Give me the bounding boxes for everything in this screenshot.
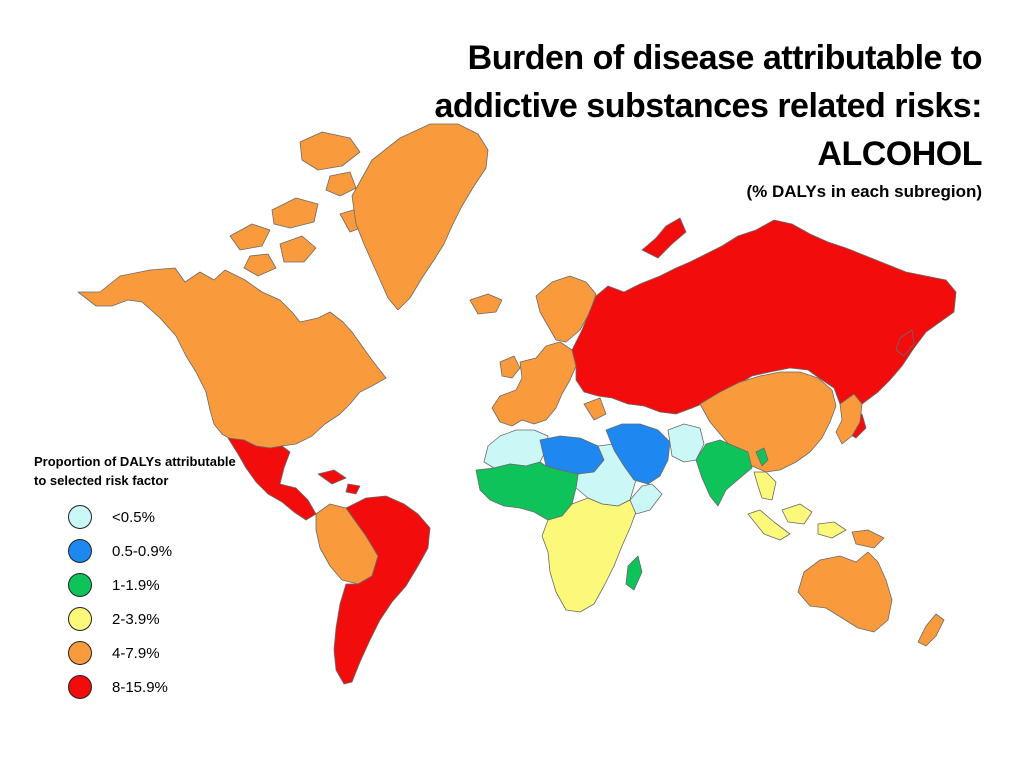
- region-madagascar: [625, 555, 643, 591]
- region-middle-east: [605, 423, 671, 485]
- region-horn-africa: [629, 483, 663, 515]
- legend-title-line-1: Proportion of DALYs attributable: [34, 454, 236, 469]
- region-arctic-islands: [229, 131, 367, 277]
- region-southeast-asia: [747, 471, 847, 541]
- legend-item: <0.5%: [34, 500, 274, 534]
- legend-swatch: [68, 539, 92, 563]
- region-western-europe: [491, 275, 607, 427]
- legend-label: 2-3.9%: [112, 610, 160, 628]
- legend-swatch: [68, 573, 92, 597]
- legend-swatch: [68, 641, 92, 665]
- region-south-america: [333, 495, 431, 685]
- legend-label: 1-1.9%: [112, 576, 160, 594]
- title-line-1: Burden of disease attributable to: [467, 39, 983, 77]
- title-line-2: addictive substances related risks:: [434, 87, 982, 125]
- legend-swatch: [68, 505, 92, 529]
- legend-item: 4-7.9%: [34, 636, 274, 670]
- legend-item: 1-1.9%: [34, 568, 274, 602]
- region-australia: [797, 551, 945, 647]
- legend-swatch: [68, 607, 92, 631]
- legend-item: 8-15.9%: [34, 670, 274, 704]
- legend-label: 8-15.9%: [112, 678, 168, 696]
- map-subtitle: (% DALYs in each subregion): [746, 182, 982, 201]
- title-line-3: ALCOHOL: [817, 135, 982, 173]
- region-greenland: [351, 123, 489, 311]
- region-mexico-central-america: [227, 437, 361, 521]
- legend-title-line-2: to selected risk factor: [34, 473, 169, 488]
- legend-item: 2-3.9%: [34, 602, 274, 636]
- region-papua: [851, 529, 885, 549]
- region-south-asia: [695, 439, 769, 507]
- legend-items: <0.5% 0.5-0.9% 1-1.9% 2-3.9% 4-7.9% 8-15…: [34, 500, 274, 704]
- region-russia: [571, 217, 957, 439]
- legend-item: 0.5-0.9%: [34, 534, 274, 568]
- region-west-africa: [475, 461, 579, 521]
- legend: Proportion of DALYs attributable to sele…: [34, 452, 274, 704]
- region-afghanistan-pakistan: [667, 423, 705, 463]
- legend-title: Proportion of DALYs attributable to sele…: [34, 452, 236, 490]
- legend-swatch: [68, 675, 92, 699]
- legend-label: 4-7.9%: [112, 644, 160, 662]
- region-iceland: [469, 293, 503, 315]
- map-title: Burden of disease attributable to addict…: [362, 34, 982, 178]
- legend-label: <0.5%: [112, 508, 155, 526]
- legend-label: 0.5-0.9%: [112, 542, 173, 560]
- region-north-africa: [483, 429, 549, 469]
- region-canada-usa: [77, 267, 387, 449]
- region-southern-africa: [541, 497, 637, 613]
